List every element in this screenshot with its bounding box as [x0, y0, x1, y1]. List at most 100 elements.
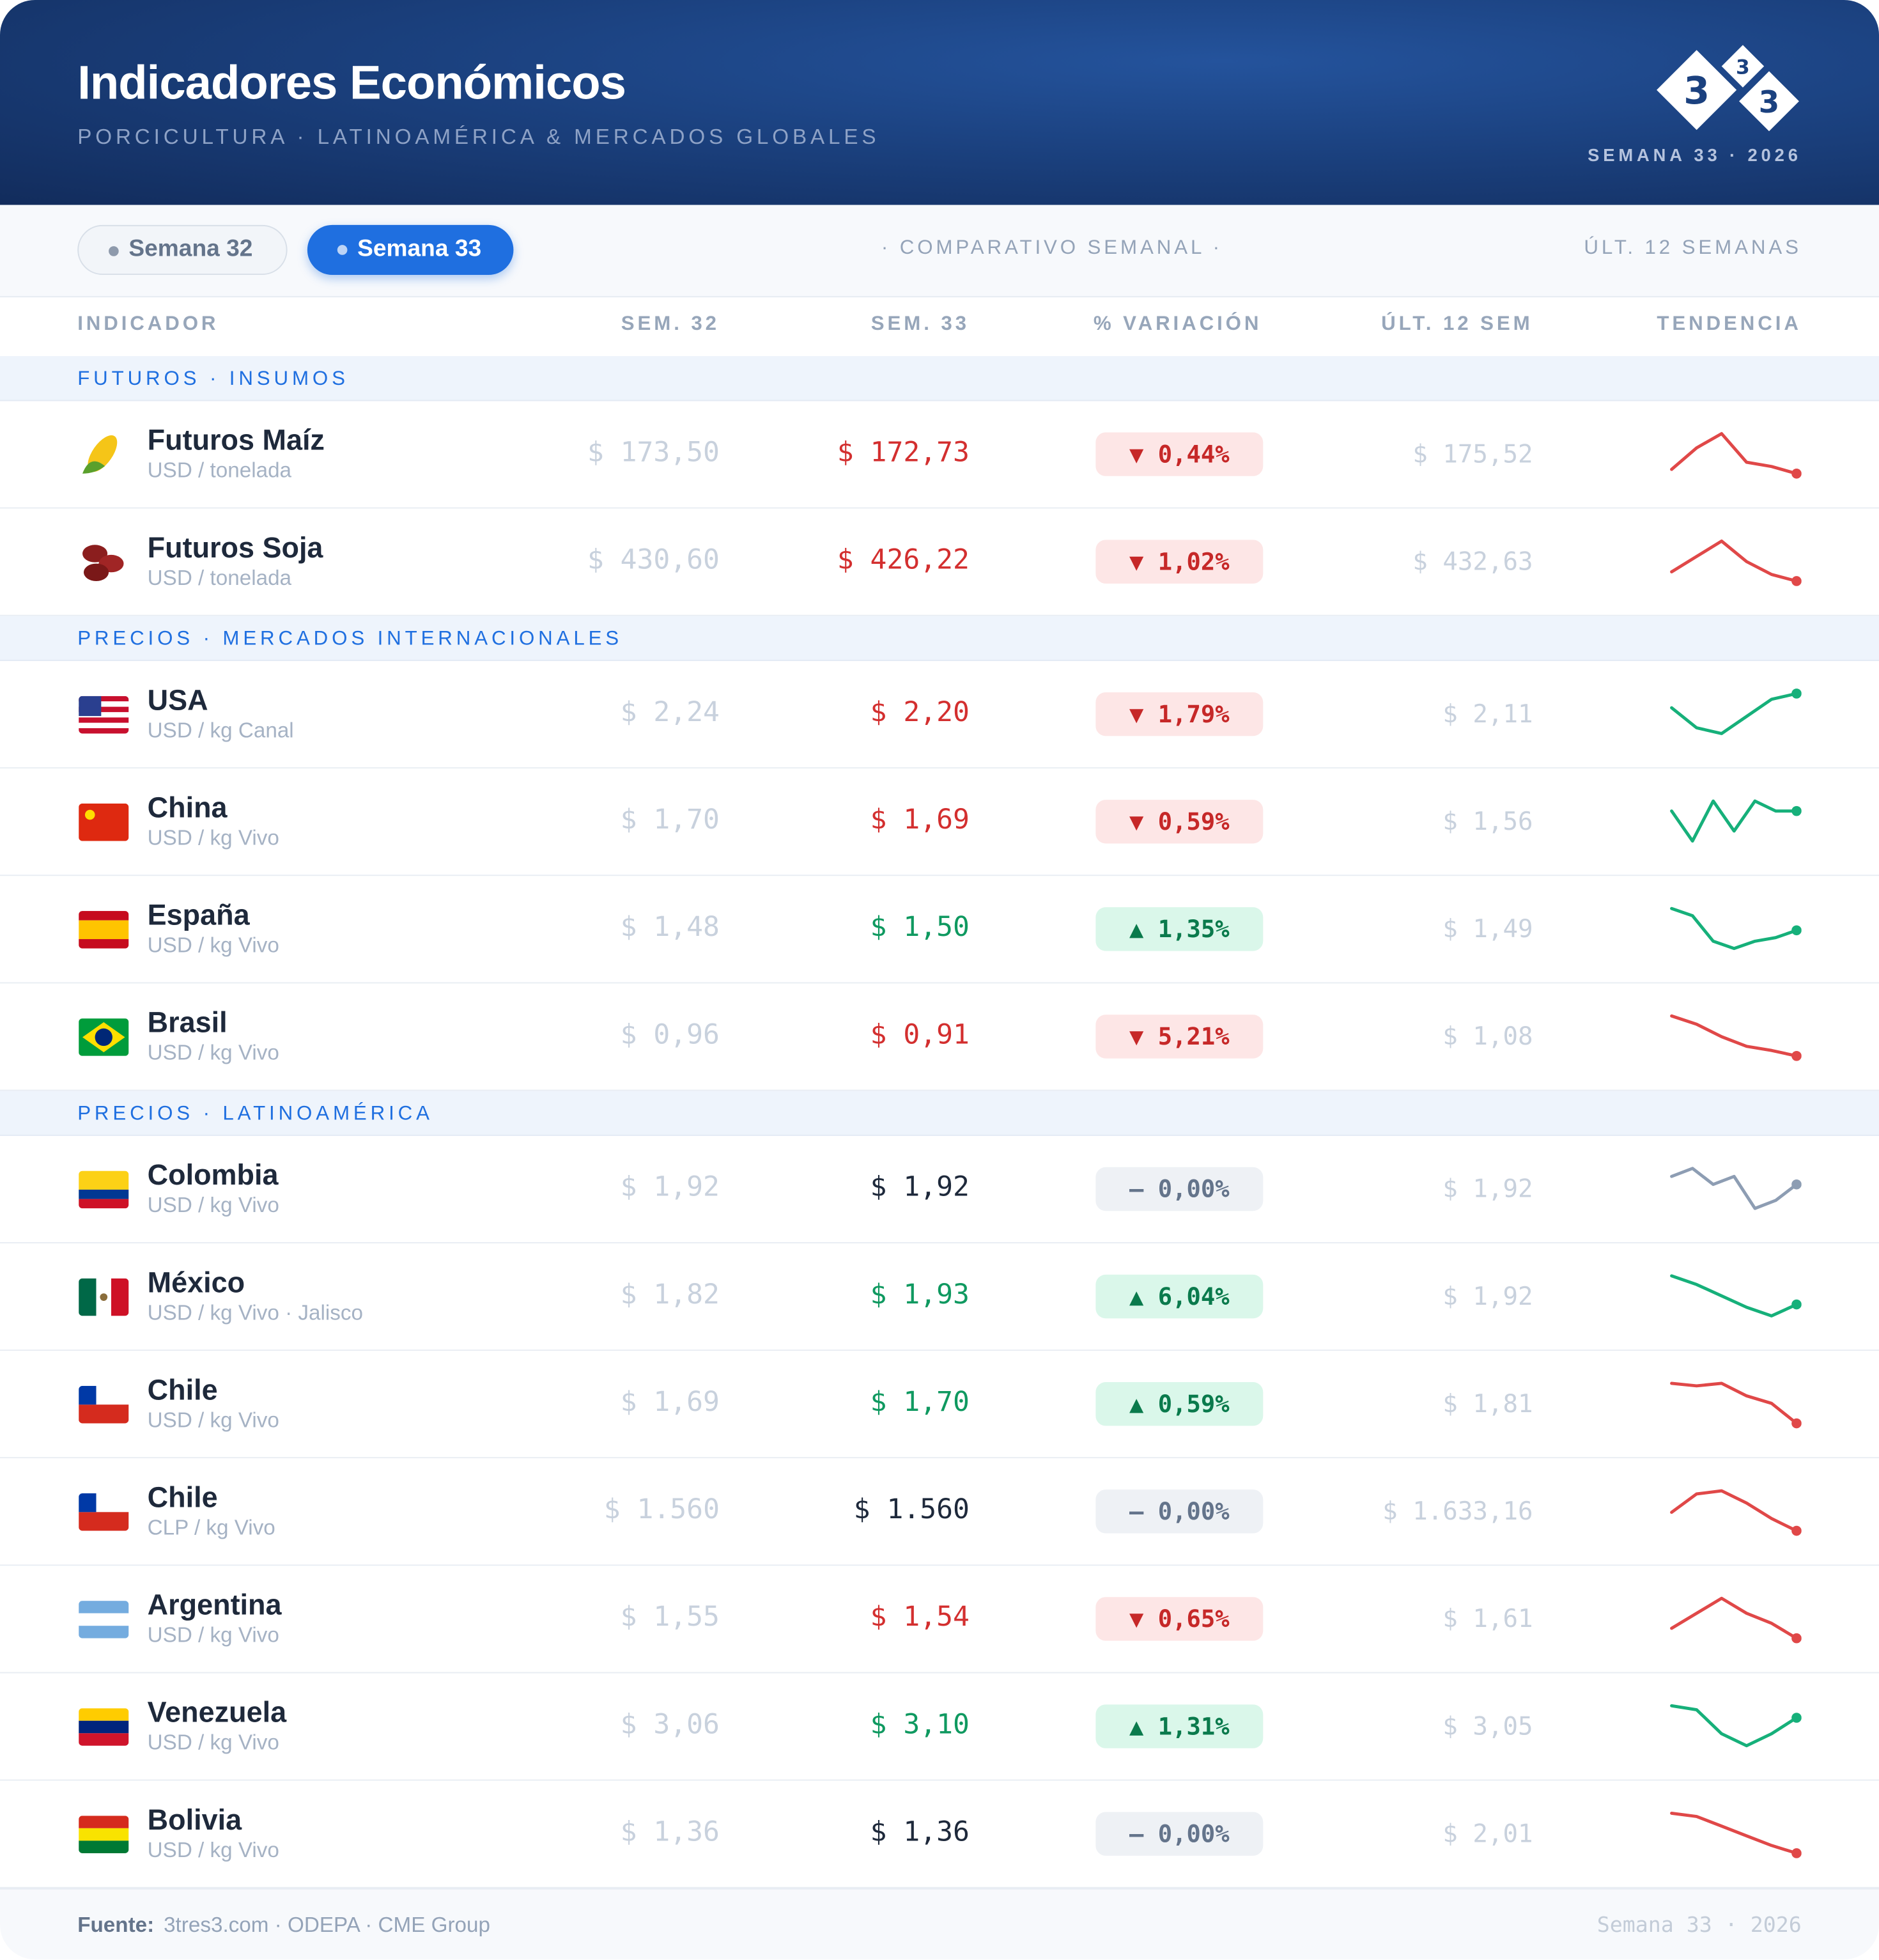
column-label: SEM. 32 [621, 313, 720, 335]
header: Indicadores Económicos PORCICULTURA · LA… [0, 0, 1879, 205]
column-label: INDICADOR [77, 313, 219, 335]
sparkline [1670, 1596, 1802, 1644]
sem32-value: $ 1.560 [603, 1494, 720, 1526]
last12-value: $ 3,05 [1442, 1711, 1533, 1741]
table-row: Chile USD / kg Vivo $ 1,69 $ 1,70 ▲ 0,59% $ 1… [0, 1351, 1879, 1459]
sparkline [1670, 539, 1802, 586]
section-header: PRECIOS · MERCADOS INTERNACIONALES [0, 616, 1879, 662]
variation-badge: ▼ 1,79% [1095, 692, 1264, 736]
sparkline [1670, 1014, 1802, 1061]
last12-value: $ 1,92 [1442, 1280, 1533, 1311]
week-tab[interactable]: Semana 32 [77, 224, 288, 276]
sem32-value: $ 1,70 [620, 804, 720, 836]
icon [79, 911, 129, 949]
icon [82, 545, 124, 581]
sem33-value: $ 1,70 [870, 1387, 970, 1419]
variation-badge: ▲ 1,31% [1095, 1704, 1264, 1748]
table-row: México USD / kg Vivo · Jalisco $ 1,82 $ 1,9… [0, 1243, 1879, 1351]
icon [79, 696, 129, 734]
trend-end-dot [1791, 925, 1802, 936]
toolbar-range: ÚLT. 12 SEMANAS [1584, 237, 1802, 259]
sparkline [1670, 1704, 1802, 1748]
column-label: ÚLT. 12 SEM [1381, 313, 1533, 335]
sparkline [1670, 1274, 1802, 1318]
icon [79, 1171, 129, 1209]
trend-end-dot [1791, 576, 1802, 586]
trend-end-dot [1791, 1848, 1802, 1858]
icon [79, 1601, 129, 1638]
table-row: Colombia USD / kg Vivo $ 1,92 $ 1,92 – 0,00%… [0, 1135, 1879, 1244]
source-label: Fuente: [77, 1913, 155, 1937]
section-header: FUTUROS · INSUMOS [0, 356, 1879, 401]
indicator-unit: USD / kg Vivo [147, 1408, 279, 1433]
column-label: % VARIACIÓN [1093, 313, 1262, 335]
sem32-value: $ 1,48 [620, 912, 720, 944]
week-tab[interactable]: Semana 33 [307, 224, 514, 276]
trend-end-dot [1791, 805, 1802, 816]
trend-line [1670, 906, 1798, 951]
sparkline [1670, 688, 1802, 735]
indicator-unit: USD / kg Vivo [147, 1838, 279, 1862]
indicator-unit: USD / tonelada [147, 458, 292, 483]
last12-value: $ 432,63 [1412, 546, 1533, 577]
indicator-unit: USD / kg Vivo [147, 1731, 279, 1755]
column-label: SEM. 33 [870, 313, 970, 335]
sem32-value: $ 1,69 [620, 1387, 720, 1419]
table-row: Futuros Maíz USD / tonelada $ 173,50 $ 172,… [0, 401, 1879, 509]
sem32-value: $ 1,36 [620, 1817, 720, 1849]
icon [82, 435, 118, 474]
sem33-value: $ 1,54 [870, 1602, 970, 1633]
sem32-value: $ 0,96 [620, 1020, 720, 1051]
table-body: FUTUROS · INSUMOS Futuros Maíz USD / tonel… [0, 356, 1879, 1888]
indicator-name: Venezuela [147, 1695, 287, 1729]
sem33-value: $ 1,50 [870, 912, 970, 944]
last12-value: $ 1,92 [1442, 1173, 1533, 1204]
trend-line [1670, 1489, 1798, 1533]
trend-end-dot [1791, 1299, 1802, 1310]
trend-line [1670, 1596, 1798, 1640]
sem32-value: $ 173,50 [587, 437, 720, 469]
column-header: INDICADOR SEM. 32 SEM. 33 % VARIACIÓN ÚL… [0, 297, 1879, 359]
table-row: China USD / kg Vivo $ 1,70 $ 1,69 ▼ 0,59% $ 1… [0, 768, 1879, 876]
indicator-name: Colombia [147, 1158, 279, 1191]
indicator-name: USA [147, 683, 208, 717]
indicator-name: Chile [147, 1373, 218, 1406]
trend-line [1670, 1381, 1798, 1425]
subtitle: PORCICULTURA · LATINOAMÉRICA & MERCADOS … [77, 125, 880, 149]
sem33-value: $ 2,20 [870, 697, 970, 729]
last12-value: $ 175,52 [1412, 439, 1533, 469]
variation-badge: – 0,00% [1095, 1812, 1264, 1856]
icon [79, 1385, 129, 1424]
last12-value: $ 2,11 [1442, 698, 1533, 729]
table-row: Futuros Soja USD / tonelada $ 430,60 $ 426,… [0, 508, 1879, 616]
trend-line [1670, 1014, 1798, 1058]
indicator-name: Brasil [147, 1006, 228, 1039]
variation-badge: – 0,00% [1095, 1489, 1264, 1534]
last12-value: $ 1,56 [1442, 805, 1533, 836]
sem33-value: $ 1,92 [870, 1172, 970, 1204]
sparkline [1670, 432, 1802, 479]
indicator-unit: USD / tonelada [147, 566, 292, 590]
indicator-unit: USD / kg Canal [147, 719, 294, 743]
sem33-value: $ 172,73 [837, 437, 970, 469]
indicator-name: España [147, 898, 250, 931]
toolbar: Semana 32 Semana 33 · COMPARATIVO SEMANA… [0, 205, 1879, 298]
sem32-value: $ 1,92 [620, 1172, 720, 1204]
sparkline [1670, 799, 1802, 843]
sem33-value: $ 426,22 [837, 545, 970, 577]
sem33-value: $ 1.560 [853, 1494, 970, 1526]
table-row: Venezuela USD / kg Vivo $ 3,06 $ 3,10 ▲ 1,31… [0, 1673, 1879, 1781]
trend-end-dot [1791, 1525, 1802, 1536]
icon [79, 1816, 129, 1853]
sem33-value: $ 1,36 [870, 1817, 970, 1849]
column-label: TENDENCIA [1657, 313, 1802, 335]
icon [79, 803, 129, 841]
week-label: SEMANA 33 · 2026 [1588, 144, 1802, 166]
table-row: Bolivia USD / kg Vivo $ 1,36 $ 1,36 – 0,00% $… [0, 1780, 1879, 1888]
variation-badge: ▼ 0,59% [1095, 800, 1264, 844]
table-row: España USD / kg Vivo $ 1,48 $ 1,50 ▲ 1,35% $ … [0, 876, 1879, 984]
trend-end-dot [1791, 1418, 1802, 1429]
